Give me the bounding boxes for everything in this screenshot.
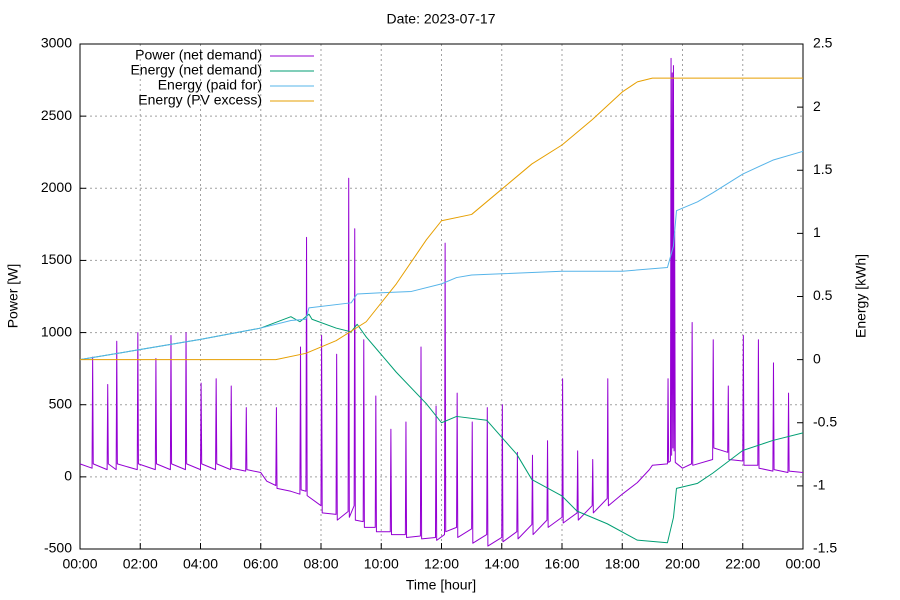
y-tick-label: 1500	[41, 251, 72, 267]
x-tick-label: 08:00	[303, 556, 338, 572]
x-tick-label: 00:00	[62, 556, 97, 572]
y2-tick-label: -1	[813, 477, 826, 493]
x-tick-label: 20:00	[665, 556, 700, 572]
x-tick-label: 18:00	[605, 556, 640, 572]
y2-tick-label: 0	[813, 350, 821, 366]
x-tick-label: 16:00	[544, 556, 579, 572]
y2-tick-label: -1.5	[813, 540, 837, 556]
x-tick-label: 10:00	[364, 556, 399, 572]
x-tick-label: 14:00	[484, 556, 519, 572]
legend-label: Energy (PV excess)	[138, 92, 262, 108]
y2-tick-label: 1	[813, 224, 821, 240]
legend-label: Energy (paid for)	[158, 77, 262, 93]
x-tick-label: 04:00	[183, 556, 218, 572]
series-line	[79, 313, 804, 544]
series-line	[79, 57, 804, 547]
x-tick-label: 06:00	[243, 556, 278, 572]
y-axis-label: Power [W]	[5, 264, 21, 329]
y-tick-label: -500	[44, 540, 72, 556]
y-tick-label: 2500	[41, 107, 72, 123]
y2-tick-label: 1.5	[813, 161, 833, 177]
x-tick-label: 00:00	[785, 556, 820, 572]
y-tick-label: 500	[49, 395, 73, 411]
y2-tick-label: 2.5	[813, 35, 833, 51]
x-axis-label: Time [hour]	[406, 577, 476, 593]
x-tick-label: 22:00	[725, 556, 760, 572]
series-line	[79, 150, 804, 361]
x-tick-label: 12:00	[424, 556, 459, 572]
plot-frame	[79, 43, 804, 550]
legend-label: Power (net demand)	[135, 47, 262, 63]
chart-title: Date: 2023-07-17	[387, 11, 496, 27]
series-line	[80, 77, 803, 361]
legend-label: Energy (net demand)	[130, 62, 262, 78]
y2-axis-label: Energy [kWh]	[853, 254, 869, 338]
y-tick-label: 1000	[41, 323, 72, 339]
y2-tick-label: 2	[813, 98, 821, 114]
y-tick-label: 3000	[41, 35, 72, 51]
y-tick-label: 2000	[41, 179, 72, 195]
y2-tick-label: 0.5	[813, 287, 833, 303]
y-tick-label: 0	[64, 468, 72, 484]
x-tick-label: 02:00	[123, 556, 158, 572]
y2-tick-label: -0.5	[813, 413, 837, 429]
